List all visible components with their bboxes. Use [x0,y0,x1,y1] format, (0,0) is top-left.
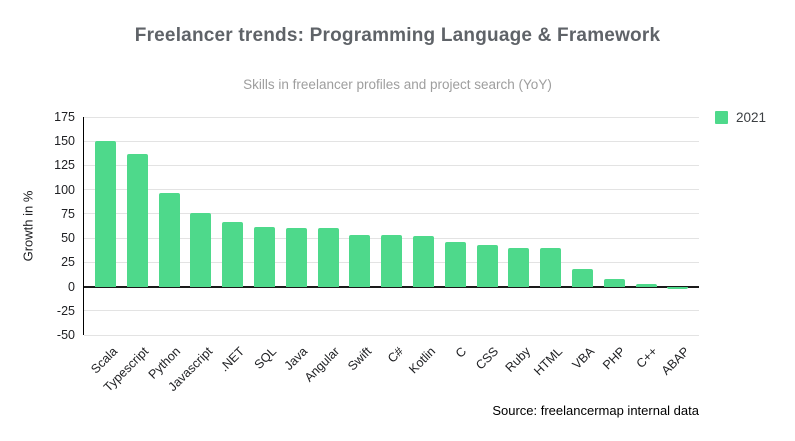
y-axis-title: Growth in % [20,190,36,262]
zero-baseline [84,285,699,288]
gridline-150 [84,140,699,142]
bar-sql [254,227,275,287]
y-tick-label-25: 25 [61,255,75,270]
bar-typescript [126,153,148,287]
legend-swatch-2021 [715,111,728,124]
y-tick-label-150: 150 [54,134,75,149]
bar-c [381,235,403,287]
gridline--50 [84,334,699,336]
bar-php [603,278,625,287]
plot-area: 175 150 125 100 75 50 25 0 -25 -50 Scala Typescrip… [54,110,699,394]
bar-ruby [508,247,530,287]
y-tick-label-0: 0 [68,279,75,294]
bar-python [158,192,180,287]
bar-scala [95,141,116,287]
y-tick-label--50: -50 [56,328,75,342]
chart-subtitle: Skills in freelancer profiles and projec… [243,77,552,92]
bar-abap [667,286,689,290]
bar-java [285,228,307,287]
bar-css [476,244,498,287]
y-tick-label-50: 50 [61,231,75,246]
bar-angular [317,228,339,287]
legend: 2021 [715,110,766,125]
gridline-75 [84,213,699,215]
bar-c [444,241,466,287]
bar-javascript [190,212,212,287]
y-tick-label--25: -25 [56,303,75,318]
gridline--25 [84,310,699,312]
bar-swift [349,235,371,287]
bar-kotlin [413,236,434,287]
bar-vba [572,269,593,287]
source-note: Source: freelancermap internal data [492,403,699,418]
bar-html [540,247,562,287]
chart-title: Freelancer trends: Programming Language … [134,25,661,46]
y-tick-label-75: 75 [61,206,75,221]
gridline-175 [84,116,699,118]
y-tick-label-175: 175 [54,110,75,124]
bar-net [222,221,244,287]
y-tick-label-125: 125 [54,158,75,173]
gridline-100 [84,189,699,191]
y-tick-label-100: 100 [54,182,75,197]
gridline-125 [84,164,699,166]
legend-label-2021: 2021 [736,110,767,125]
bar-c [635,283,657,287]
